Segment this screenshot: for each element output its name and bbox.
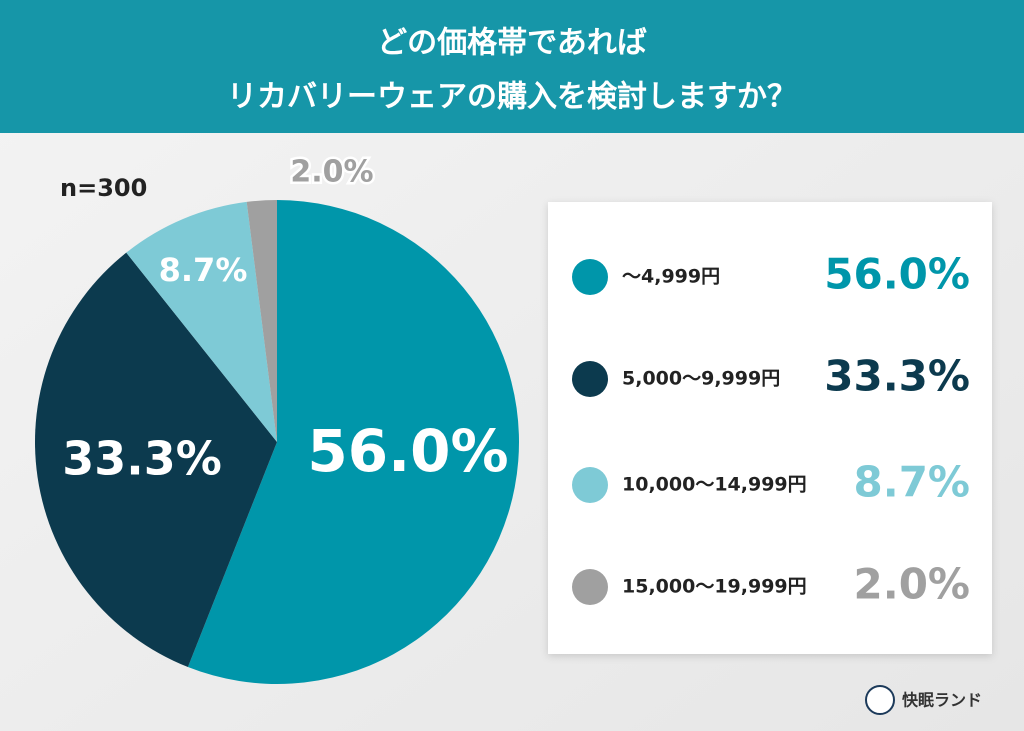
slice-label: 56.0% <box>307 417 508 485</box>
slice-label: 2.0% <box>290 155 373 190</box>
chart-title: リカバリーウェアの購入を検討しますか？ <box>227 80 797 115</box>
brand-logo <box>865 685 895 715</box>
slice-label: 8.7% <box>159 251 248 289</box>
legend-swatch <box>572 569 608 605</box>
legend-value: 33.3% <box>824 352 970 401</box>
legend-value: 56.0% <box>824 250 970 299</box>
pie-slice <box>246 200 277 442</box>
legend-label: ～4,999円 <box>622 266 720 288</box>
pie-slice <box>126 201 277 442</box>
legend-swatch <box>572 259 608 295</box>
brand-name: 快眠ランド <box>902 691 982 710</box>
header-band <box>0 0 1024 133</box>
pie-slice <box>187 200 520 684</box>
legend-label: 10,000～14,999円 <box>622 474 807 496</box>
chart-title: どの価格帯であれば <box>377 26 647 61</box>
slice-label: 33.3% <box>62 432 222 486</box>
legend-swatch <box>572 361 608 397</box>
legend-box <box>548 202 992 654</box>
pie-slice <box>34 252 278 668</box>
sample-size: n=300 <box>60 174 147 202</box>
legend-label: 15,000～19,999円 <box>622 576 807 598</box>
legend-label: 5,000～9,999円 <box>622 368 780 390</box>
legend-swatch <box>572 467 608 503</box>
legend-value: 8.7% <box>854 458 970 507</box>
legend-value: 2.0% <box>854 560 970 609</box>
